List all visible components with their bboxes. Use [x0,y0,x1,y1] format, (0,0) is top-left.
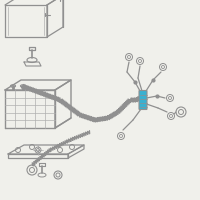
Ellipse shape [27,58,37,62]
FancyBboxPatch shape [139,90,147,110]
Ellipse shape [21,85,26,87]
Ellipse shape [38,173,46,177]
Ellipse shape [10,85,16,87]
